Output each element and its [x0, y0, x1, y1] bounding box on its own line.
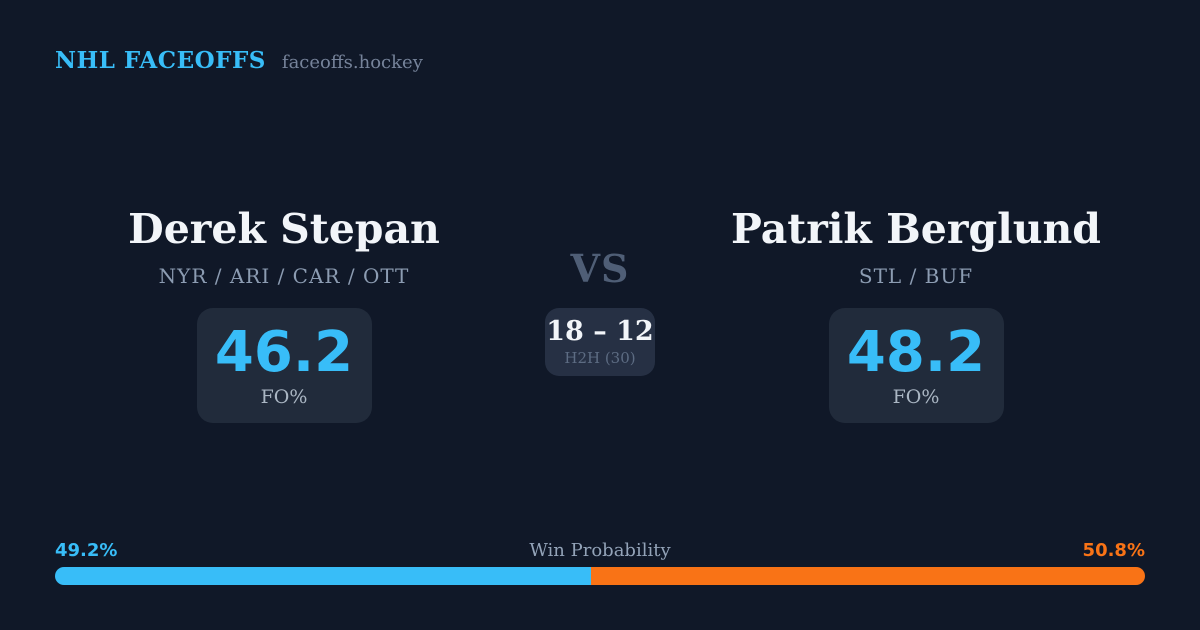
player-left-teams: NYR / ARI / CAR / OTT [158, 264, 410, 288]
player-left-section: Derek Stepan NYR / ARI / CAR / OTT 46.2 … [84, 205, 484, 423]
player-left-stat-card: 46.2 FO% [196, 308, 372, 423]
brand-title: NHL FACEOFFS [55, 47, 266, 74]
h2h-score: 18 – 12 [546, 316, 654, 347]
player-right-section: Patrik Berglund STL / BUF 48.2 FO% [716, 205, 1116, 423]
win-probability-bar [55, 567, 1145, 585]
site-url: faceoffs.hockey [281, 52, 423, 73]
player-right-fo-label: FO% [892, 386, 940, 408]
win-probability-bar-left-segment [55, 567, 592, 585]
player-right-teams: STL / BUF [858, 264, 974, 288]
win-probability-right-pct: 50.8% [1082, 540, 1145, 561]
header: NHL FACEOFFS faceoffs.hockey [55, 47, 423, 74]
h2h-sample-label: H2H (30) [564, 349, 636, 367]
player-left-fo-label: FO% [260, 386, 308, 408]
vs-label: VS [570, 246, 630, 291]
win-probability-labels: 49.2% Win Probability 50.8% [55, 540, 1145, 561]
player-right-stat-card: 48.2 FO% [828, 308, 1004, 423]
matchup-center-section: VS 18 – 12 H2H (30) [520, 247, 680, 376]
player-right-fo-value: 48.2 [846, 320, 986, 385]
win-probability-left-pct: 49.2% [55, 540, 118, 561]
win-probability-bar-right-segment [591, 567, 1145, 585]
player-left-name: Derek Stepan [128, 205, 440, 253]
player-right-name: Patrik Berglund [731, 205, 1101, 253]
win-probability-title: Win Probability [529, 540, 671, 561]
player-left-fo-value: 46.2 [214, 320, 354, 385]
h2h-card: 18 – 12 H2H (30) [545, 308, 655, 376]
